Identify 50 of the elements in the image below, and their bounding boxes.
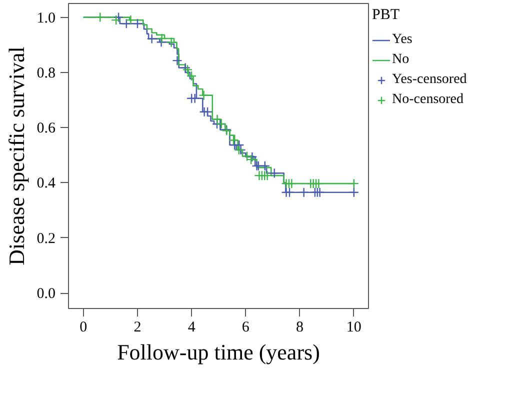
y-tick-label: 0.4 (36, 176, 56, 192)
legend-label: Yes (392, 32, 412, 48)
point (156, 33, 167, 44)
point (172, 55, 182, 66)
y-tick-label: 0.0 (36, 286, 56, 302)
x-tick-label: 10 (346, 320, 362, 336)
x-tick-label: 2 (134, 320, 142, 336)
point (202, 106, 213, 117)
x-tick-label: 4 (188, 320, 196, 336)
point (111, 14, 122, 26)
y-tick-label: 0.2 (36, 230, 56, 247)
point (121, 18, 132, 29)
point (262, 170, 272, 181)
y-tick-label: 1.0 (36, 10, 56, 26)
point (126, 14, 136, 26)
point (284, 187, 295, 198)
point (190, 93, 200, 104)
point (247, 152, 258, 162)
point (166, 37, 176, 48)
point (269, 168, 280, 178)
y-tick-label: 0.6 (36, 120, 56, 137)
point (314, 187, 325, 198)
point (95, 12, 106, 22)
legend-label: No-censored (392, 92, 464, 108)
point (132, 18, 143, 29)
y-tick-label: 0.8 (36, 65, 56, 82)
y-axis-title: Disease specific survival (4, 46, 29, 266)
point (113, 12, 124, 22)
point (156, 37, 166, 48)
point (286, 178, 297, 189)
point (180, 62, 190, 73)
point (298, 187, 309, 198)
legend-title: PBT (372, 7, 401, 24)
legend-label: No (392, 52, 410, 68)
point (198, 90, 209, 100)
point (314, 178, 324, 189)
x-tick-label: 8 (296, 320, 304, 336)
point (260, 160, 270, 172)
point (186, 70, 197, 82)
point (212, 114, 222, 124)
x-tick-label: 6 (242, 320, 250, 336)
point (348, 187, 359, 198)
point (182, 64, 193, 75)
point (234, 140, 244, 150)
point (348, 178, 359, 189)
x-axis-title: Follow-up time (years) (117, 340, 320, 364)
x-tick-label: 0 (80, 320, 88, 336)
point (228, 135, 239, 146)
legend-label: Yes-censored (392, 72, 467, 88)
point (146, 34, 157, 44)
